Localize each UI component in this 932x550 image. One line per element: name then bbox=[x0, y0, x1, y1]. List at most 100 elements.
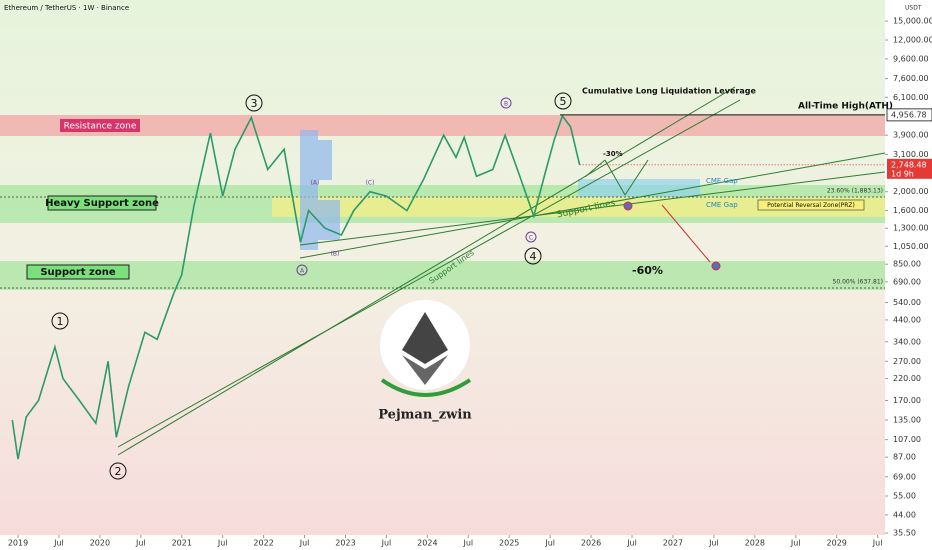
y-tick-label: 44.00 bbox=[893, 510, 916, 519]
wave: 4 bbox=[530, 250, 537, 263]
label-box bbox=[47, 195, 157, 211]
annotation: Resistance zone bbox=[64, 122, 137, 132]
wave: (B) bbox=[331, 251, 340, 258]
y-tick-label: 6,100.00 bbox=[893, 93, 929, 102]
logo bbox=[402, 355, 448, 385]
prz-band bbox=[272, 197, 885, 217]
wave: A bbox=[300, 268, 305, 275]
y-tick-label: 35.50 bbox=[893, 529, 916, 538]
annotation: Potential Reversal Zone(PRZ) bbox=[767, 202, 855, 209]
trendlines bbox=[117, 86, 886, 456]
x-tick-label: Jul bbox=[381, 539, 392, 548]
time-axis-bg bbox=[0, 535, 885, 550]
x-tick-label: Jul bbox=[53, 539, 64, 548]
countdown: 1d 9h bbox=[891, 169, 914, 178]
y-tick-label: 850.00 bbox=[893, 260, 921, 269]
y-tick-label: 170.00 bbox=[893, 396, 921, 405]
wave: 2 bbox=[115, 465, 122, 478]
x-tick-label: 2028 bbox=[745, 539, 765, 548]
y-tick-label: 55.00 bbox=[893, 492, 916, 501]
annotation: 50.00% (637.81) bbox=[833, 279, 883, 286]
price-axis-bg bbox=[885, 0, 932, 550]
logo bbox=[402, 312, 448, 364]
y-tick-label: 135.00 bbox=[893, 415, 921, 424]
y-tick-label: 690.00 bbox=[893, 277, 921, 286]
annotation: -60% bbox=[632, 264, 663, 277]
x-tick-label: 2019 bbox=[8, 539, 28, 548]
target bbox=[711, 261, 721, 271]
x-tick-label: 2029 bbox=[827, 539, 847, 548]
target bbox=[623, 201, 633, 211]
y-tick-label: 1,050.00 bbox=[893, 242, 929, 251]
x-tick-label: 2024 bbox=[417, 539, 437, 548]
x-tick-label: 2021 bbox=[172, 539, 192, 548]
y-tick-label: 9,600.00 bbox=[893, 54, 929, 63]
annotation: CME Gap bbox=[706, 201, 738, 209]
label-box bbox=[60, 119, 140, 132]
cme-gap bbox=[578, 179, 700, 197]
y-tick-label: 7,600.00 bbox=[893, 74, 929, 83]
x-tick-label: Jul bbox=[790, 539, 801, 548]
y-tick-label: 15,000.00 bbox=[893, 17, 932, 26]
x-tick-label: 2025 bbox=[499, 539, 519, 548]
wave: (A) bbox=[311, 180, 320, 187]
wave: C bbox=[529, 235, 533, 242]
x-tick-label: Jul bbox=[135, 539, 146, 548]
x-tick-label: 2022 bbox=[253, 539, 273, 548]
axis-label: USDT bbox=[905, 5, 922, 12]
y-tick-label: 340.00 bbox=[893, 337, 921, 346]
y-tick-label: 3,100.00 bbox=[893, 150, 929, 159]
x-tick-label: Jul bbox=[872, 539, 883, 548]
annotation: -30% bbox=[603, 150, 623, 158]
wave: 5 bbox=[560, 95, 567, 108]
ath-label: 4,956.78 bbox=[891, 110, 927, 119]
author: Pejman_zwin bbox=[378, 408, 472, 423]
last-price-label: 2,748.48 bbox=[891, 160, 927, 169]
logo bbox=[380, 378, 472, 397]
x-tick-label: 2026 bbox=[581, 539, 601, 548]
wave: (C) bbox=[366, 180, 375, 187]
x-tick-label: Jul bbox=[299, 539, 310, 548]
x-tick-label: 2027 bbox=[663, 539, 683, 548]
y-tick-label: 107.00 bbox=[893, 435, 921, 444]
y-tick-label: 1,300.00 bbox=[893, 224, 929, 233]
annotation: All-Time High(ATH) bbox=[798, 102, 893, 112]
plot bbox=[11, 114, 581, 460]
y-tick-label: 540.00 bbox=[893, 298, 921, 307]
y-tick-label: 87.00 bbox=[893, 453, 916, 462]
wave: 1 bbox=[57, 315, 64, 328]
x-tick-label: 2023 bbox=[335, 539, 355, 548]
projection bbox=[661, 204, 711, 263]
chart-title: Ethereum / TetherUS · 1W · Binance bbox=[4, 4, 129, 12]
wave: B bbox=[504, 101, 508, 108]
x-tick-label: Jul bbox=[462, 539, 473, 548]
x-tick-label: Jul bbox=[217, 539, 228, 548]
y-tick-label: 1,600.00 bbox=[893, 206, 929, 215]
price-line bbox=[11, 114, 581, 460]
x-tick-label: 2020 bbox=[90, 539, 110, 548]
y-tick-label: 69.00 bbox=[893, 472, 916, 481]
y-tick-label: 440.00 bbox=[893, 315, 921, 324]
volume-profile bbox=[300, 130, 340, 250]
label-box bbox=[757, 199, 865, 211]
y-tick-label: 12,000.00 bbox=[893, 36, 932, 45]
x-tick-label: Jul bbox=[626, 539, 637, 548]
annotation: Support zone bbox=[40, 267, 116, 278]
y-tick-label: 3,900.00 bbox=[893, 131, 929, 140]
wave-labels: 1 2 3 4 5 A B C (A) (B) (C) bbox=[51, 92, 572, 480]
y-tick-label: 2,000.00 bbox=[893, 187, 929, 196]
annotation: Cumulative Long Liquidation Leverage bbox=[582, 87, 756, 96]
y-tick-label: 220.00 bbox=[893, 374, 921, 383]
label-box bbox=[26, 264, 130, 280]
resistance-zone bbox=[0, 115, 885, 136]
x-tick-label: Jul bbox=[544, 539, 555, 548]
y-tick-label: 270.00 bbox=[893, 357, 921, 366]
annotation: CME Gap bbox=[706, 177, 738, 185]
annotation: 23.60% (1,883.13) bbox=[827, 188, 883, 195]
wave: 3 bbox=[251, 97, 258, 110]
last-price-box bbox=[887, 158, 932, 179]
ath-box bbox=[886, 108, 932, 122]
x-tick-label: Jul bbox=[708, 539, 719, 548]
annotation: Heavy Support zone bbox=[45, 198, 159, 209]
